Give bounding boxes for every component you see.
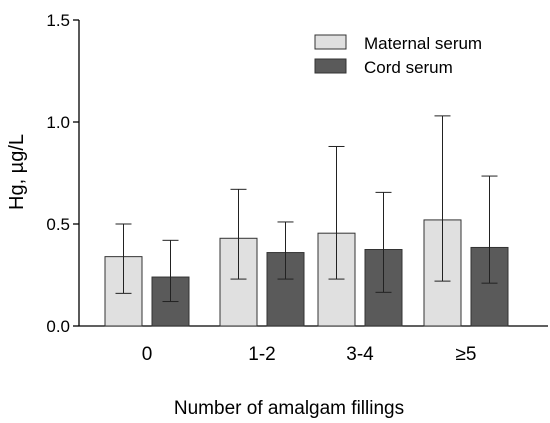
legend-swatch-cord-serum [314, 58, 347, 74]
error-bars [115, 115, 498, 303]
x-axis: 0 1-2 3-4 ≥5 [79, 325, 548, 365]
y-tick-label: 0.0 [46, 317, 70, 336]
legend-label: Maternal serum [364, 34, 482, 53]
x-tick-label: 0 [142, 344, 153, 365]
x-tick-label: 1-2 [248, 344, 275, 365]
legend: Maternal serum Cord serum [314, 34, 482, 77]
y-axis: 0.0 0.5 1.0 1.5 [46, 11, 80, 336]
y-tick-label: 1.0 [46, 113, 70, 132]
legend-swatch-maternal-serum [314, 34, 347, 50]
y-axis-label: Hg, µg/L [6, 134, 28, 210]
y-tick-label: 1.5 [46, 11, 70, 30]
x-tick-label: ≥5 [456, 344, 477, 365]
legend-label: Cord serum [364, 58, 453, 77]
x-axis-label: Number of amalgam fillings [174, 398, 404, 419]
bars [104, 219, 509, 327]
y-tick-label: 0.5 [46, 215, 70, 234]
x-tick-label: 3-4 [346, 344, 374, 365]
